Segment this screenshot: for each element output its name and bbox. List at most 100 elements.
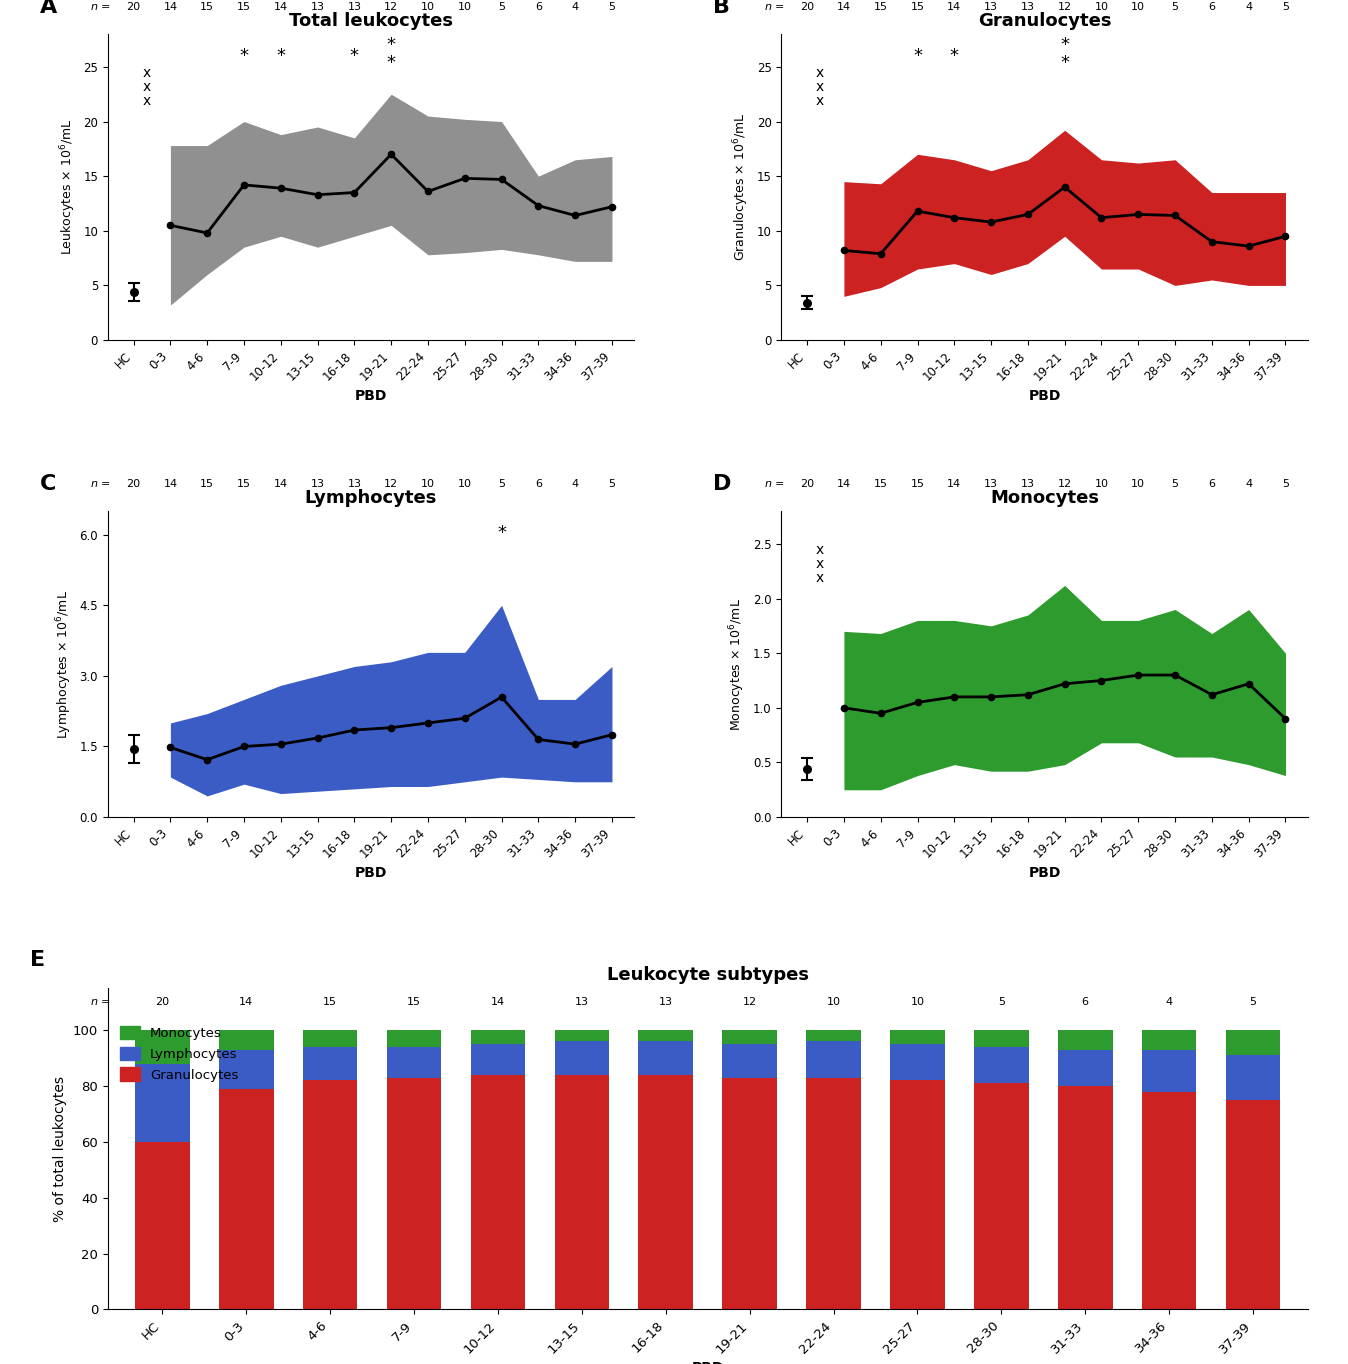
Text: 14: 14 bbox=[239, 997, 253, 1007]
Bar bbox=[387, 1046, 441, 1078]
Bar bbox=[387, 1078, 441, 1309]
Bar bbox=[554, 1030, 609, 1041]
Text: 14: 14 bbox=[948, 1, 961, 11]
Text: C: C bbox=[39, 475, 55, 494]
Text: 10: 10 bbox=[826, 997, 841, 1007]
Title: Granulocytes: Granulocytes bbox=[977, 12, 1111, 30]
Text: *: * bbox=[350, 46, 359, 64]
Text: 15: 15 bbox=[324, 997, 337, 1007]
X-axis label: PBD: PBD bbox=[1029, 866, 1061, 880]
Text: x: x bbox=[143, 79, 151, 94]
Text: 10: 10 bbox=[1095, 1, 1108, 11]
Bar bbox=[723, 1030, 776, 1043]
Y-axis label: % of total leukocytes: % of total leukocytes bbox=[54, 1076, 67, 1222]
Text: 12: 12 bbox=[384, 1, 398, 11]
Bar bbox=[806, 1078, 861, 1309]
Text: 10: 10 bbox=[1131, 479, 1146, 488]
Text: 20: 20 bbox=[127, 479, 140, 488]
Text: A: A bbox=[39, 0, 57, 18]
Text: 5: 5 bbox=[497, 479, 506, 488]
Bar bbox=[890, 1043, 945, 1080]
Text: 13: 13 bbox=[348, 1, 361, 11]
Text: 13: 13 bbox=[348, 479, 361, 488]
Bar bbox=[1225, 1099, 1281, 1309]
Text: 13: 13 bbox=[574, 997, 589, 1007]
Text: 14: 14 bbox=[948, 479, 961, 488]
Text: 13: 13 bbox=[310, 479, 325, 488]
Bar bbox=[806, 1041, 861, 1078]
Title: Total leukocytes: Total leukocytes bbox=[288, 12, 453, 30]
Bar bbox=[1058, 1030, 1112, 1050]
Bar bbox=[470, 1030, 526, 1043]
Bar bbox=[890, 1080, 945, 1309]
Y-axis label: Lymphocytes $\times$ 10$^6$/mL: Lymphocytes $\times$ 10$^6$/mL bbox=[54, 589, 74, 739]
Text: 15: 15 bbox=[201, 479, 214, 488]
Text: 5: 5 bbox=[608, 1, 616, 11]
Text: 14: 14 bbox=[837, 479, 851, 488]
Text: 4: 4 bbox=[1246, 1, 1252, 11]
X-axis label: PBD: PBD bbox=[355, 389, 387, 402]
Text: 6: 6 bbox=[1208, 1, 1216, 11]
Text: *: * bbox=[950, 46, 958, 64]
Text: 20: 20 bbox=[155, 997, 170, 1007]
Bar bbox=[806, 1030, 861, 1041]
Text: 13: 13 bbox=[1020, 479, 1035, 488]
Bar bbox=[1142, 1030, 1197, 1050]
Text: *: * bbox=[497, 524, 506, 542]
Text: $n$ =: $n$ = bbox=[763, 479, 785, 488]
Text: 6: 6 bbox=[1208, 479, 1216, 488]
Bar bbox=[975, 1030, 1029, 1046]
Bar bbox=[470, 1075, 526, 1309]
Bar bbox=[303, 1030, 357, 1046]
Text: *: * bbox=[240, 46, 248, 64]
Text: 20: 20 bbox=[801, 1, 814, 11]
Text: $n$ =: $n$ = bbox=[89, 997, 111, 1007]
Text: 13: 13 bbox=[984, 479, 998, 488]
Bar bbox=[303, 1046, 357, 1080]
Text: 13: 13 bbox=[310, 1, 325, 11]
Y-axis label: Monocytes $\times$ 10$^6$/mL: Monocytes $\times$ 10$^6$/mL bbox=[728, 597, 747, 731]
Text: x: x bbox=[816, 570, 824, 585]
Text: x: x bbox=[816, 543, 824, 557]
Text: 12: 12 bbox=[1058, 479, 1072, 488]
Bar bbox=[554, 1075, 609, 1309]
Text: 15: 15 bbox=[874, 479, 888, 488]
Text: 5: 5 bbox=[1282, 1, 1289, 11]
Text: 14: 14 bbox=[163, 1, 178, 11]
Text: 20: 20 bbox=[801, 479, 814, 488]
Text: 14: 14 bbox=[837, 1, 851, 11]
Title: Lymphocytes: Lymphocytes bbox=[305, 488, 437, 507]
Text: $n$ =: $n$ = bbox=[90, 1, 111, 11]
Bar bbox=[1058, 1050, 1112, 1086]
Text: x: x bbox=[143, 94, 151, 108]
Bar bbox=[135, 1142, 190, 1309]
Text: 15: 15 bbox=[201, 1, 214, 11]
Text: 15: 15 bbox=[237, 479, 251, 488]
Text: 4: 4 bbox=[1246, 479, 1252, 488]
Text: x: x bbox=[143, 65, 151, 80]
Text: 10: 10 bbox=[1095, 479, 1108, 488]
Text: 10: 10 bbox=[1131, 1, 1146, 11]
Text: 6: 6 bbox=[535, 1, 542, 11]
Text: 4: 4 bbox=[572, 479, 578, 488]
Bar bbox=[1058, 1086, 1112, 1309]
Bar bbox=[135, 1030, 190, 1064]
Bar bbox=[470, 1043, 526, 1075]
Title: Leukocyte subtypes: Leukocyte subtypes bbox=[607, 966, 809, 983]
Text: 10: 10 bbox=[421, 479, 435, 488]
Text: 13: 13 bbox=[1020, 1, 1035, 11]
Text: *: * bbox=[387, 35, 396, 55]
Text: 5: 5 bbox=[1250, 997, 1256, 1007]
Text: 6: 6 bbox=[1081, 997, 1089, 1007]
Bar bbox=[218, 1030, 274, 1050]
Text: *: * bbox=[1060, 35, 1069, 55]
Text: 12: 12 bbox=[743, 997, 756, 1007]
Text: E: E bbox=[30, 949, 44, 970]
Bar bbox=[554, 1041, 609, 1075]
Y-axis label: Granulocytes $\times$ 10$^6$/mL: Granulocytes $\times$ 10$^6$/mL bbox=[732, 113, 751, 262]
Text: 15: 15 bbox=[910, 1, 925, 11]
Text: $n$ =: $n$ = bbox=[763, 1, 785, 11]
Text: x: x bbox=[816, 94, 824, 108]
Text: 10: 10 bbox=[421, 1, 435, 11]
Text: 5: 5 bbox=[608, 479, 616, 488]
